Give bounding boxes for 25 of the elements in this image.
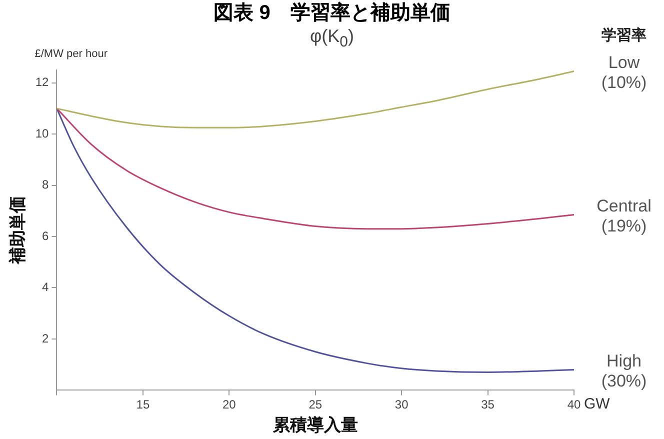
y-axis-title: 補助単価	[8, 196, 27, 266]
x-tick-label: 30	[394, 398, 409, 412]
y-tick-label: 4	[42, 280, 50, 294]
series-label: Low (10%)	[601, 52, 647, 92]
y-tick-label: 12	[35, 75, 50, 90]
series-label: Central (19%)	[596, 196, 652, 236]
line-series	[56, 108, 574, 230]
x-tick-label: 25	[308, 398, 322, 412]
x-tick-label: 15	[136, 398, 150, 412]
y-tick-label: 6	[42, 228, 50, 243]
line-series	[56, 70, 574, 128]
chart-subtitle: φ(K$_{0}$)	[310, 26, 354, 51]
y-tick-label: 8	[42, 178, 50, 192]
y-tick-label: 10	[35, 126, 50, 140]
x-tick-label: 40	[567, 398, 581, 412]
x-tick-label: 20	[222, 398, 236, 412]
text: GW	[584, 395, 611, 412]
line-series	[56, 108, 574, 374]
legend-title: 学習率	[602, 26, 646, 44]
series-label: High (30%)	[601, 351, 647, 390]
x-axis-title: 累積導入量	[272, 415, 358, 434]
text: £/MW per hour	[34, 48, 108, 60]
y-tick-label: 2	[42, 331, 50, 346]
x-tick-label: 35	[481, 398, 495, 412]
chart-title: 図表 9 学習率と補助単価	[212, 0, 452, 26]
